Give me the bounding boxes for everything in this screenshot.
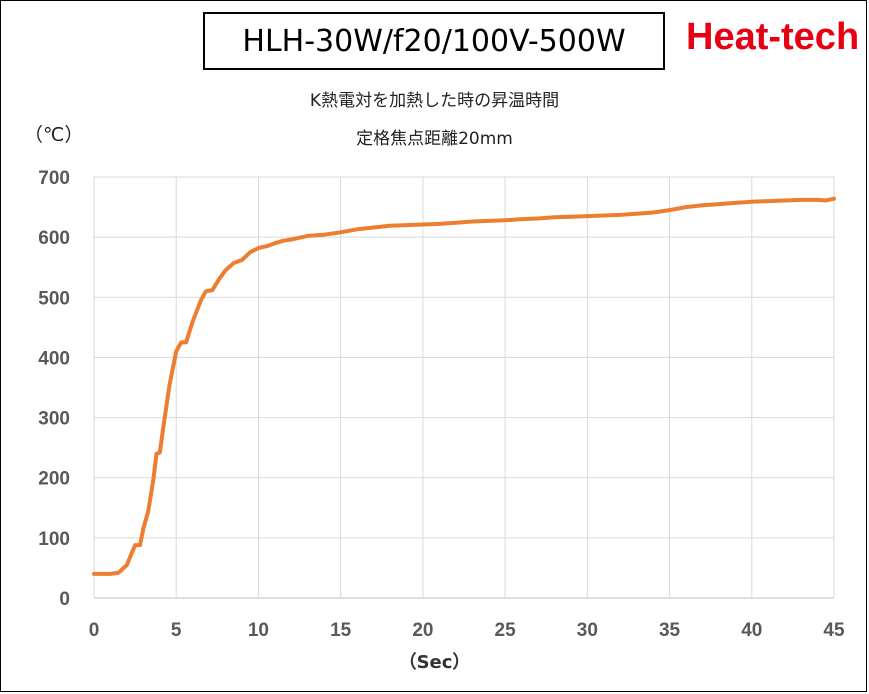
y-axis-unit-label: （℃）	[24, 124, 84, 146]
y-tick-label: 700	[38, 168, 70, 189]
grid-layer	[93, 176, 835, 599]
brand-logo-text: Heat-tech	[686, 16, 860, 58]
x-tick-label: 15	[330, 620, 352, 641]
model-title-box: HLH-30W/f20/100V-500W	[203, 12, 665, 70]
series-line	[92, 196, 836, 576]
x-axis-label: （Sec）	[398, 652, 471, 673]
x-tick-label: 20	[412, 620, 433, 641]
series-layer	[92, 196, 836, 576]
plot-area	[93, 176, 835, 599]
y-tick-label: 500	[38, 288, 70, 309]
y-tick-label: 400	[38, 348, 70, 369]
tick-label-layer: 0 100 200 300 400 500 600 700 0 5 10 15 20 25 30 35 40 45	[38, 168, 845, 641]
chart-subtitle-2: 定格焦点距離20mm	[356, 129, 513, 149]
x-tick-label: 45	[823, 620, 845, 641]
x-tick-label: 0	[89, 620, 100, 641]
y-tick-label: 600	[38, 228, 70, 249]
x-tick-label: 40	[741, 620, 762, 641]
model-title: HLH-30W/f20/100V-500W	[242, 23, 626, 59]
x-tick-label: 30	[577, 620, 598, 641]
x-tick-label: 35	[659, 620, 681, 641]
x-tick-label: 5	[171, 620, 182, 641]
chart-subtitle-1: K熱電対を加熱した時の昇温時間	[309, 91, 560, 111]
y-tick-label: 100	[38, 529, 70, 550]
x-tick-label: 25	[495, 620, 517, 641]
x-tick-label: 10	[248, 620, 269, 641]
y-tick-label: 200	[38, 469, 70, 490]
y-tick-label: 300	[38, 409, 70, 430]
y-tick-label: 0	[59, 589, 70, 610]
